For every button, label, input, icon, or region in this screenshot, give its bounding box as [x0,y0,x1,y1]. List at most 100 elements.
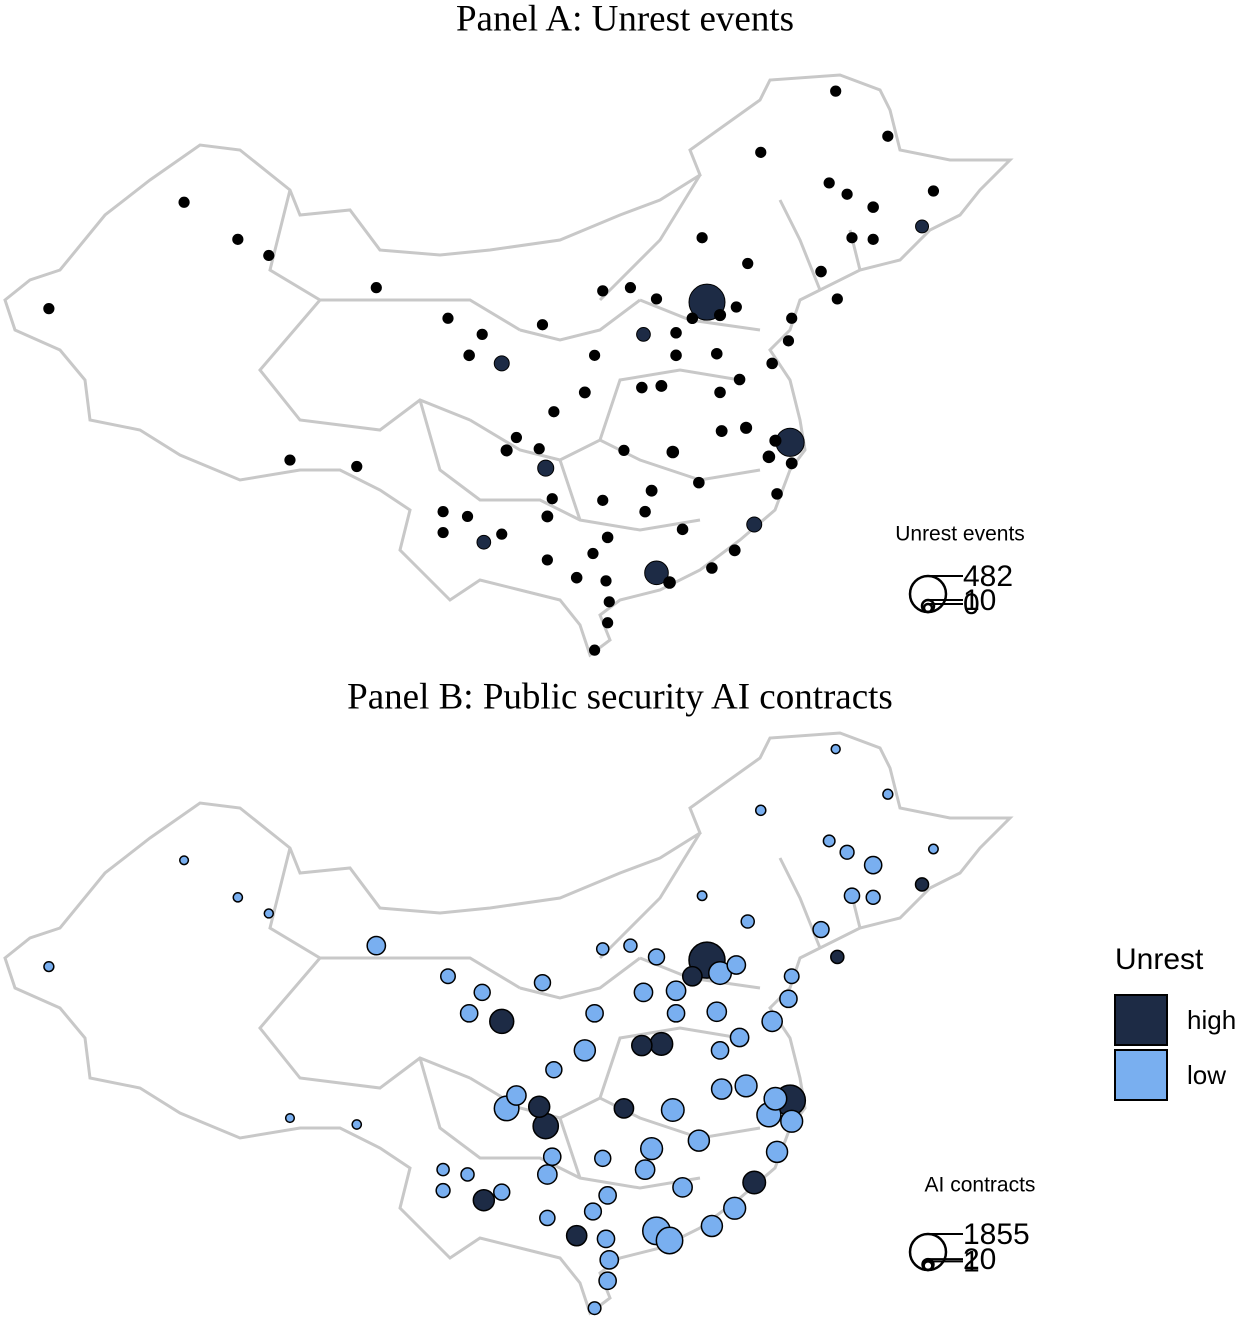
data-point [437,526,449,539]
data-point [463,349,475,362]
data-point [729,1027,750,1048]
data-point [533,443,545,455]
data-point [730,301,742,313]
data-point [599,1249,620,1270]
color-legend-label: high [1187,1005,1236,1035]
data-point [706,1001,728,1023]
data-point [815,265,827,278]
data-point [779,989,798,1009]
data-point [839,844,855,860]
data-point [473,983,491,1002]
data-point [728,544,741,557]
size-legend-circle [908,574,948,614]
data-point [696,232,708,244]
data-point [489,1008,515,1035]
data-point [863,855,883,875]
data-point [740,421,753,434]
data-point [493,355,510,372]
data-point [539,1209,556,1227]
size-legend-label: 0 [963,588,980,621]
data-point [670,349,682,362]
data-point [830,743,841,755]
data-point [548,406,560,418]
data-point [867,201,879,213]
data-point [843,887,861,905]
data-point [681,965,703,987]
data-point [602,617,614,629]
size-legend-title: Unrest events [895,523,1025,546]
data-point [442,312,454,324]
data-point [660,1097,685,1123]
data-point [710,347,723,360]
data-point [830,85,842,97]
data-point [546,493,558,505]
data-point [598,1271,617,1291]
data-point [624,282,637,294]
data-point [746,516,763,533]
data-point [43,303,55,315]
data-point [706,562,718,574]
data-point [500,444,513,457]
data-point [570,571,583,584]
data-point [496,528,508,540]
data-point [506,1085,527,1106]
data-point [573,1039,597,1062]
data-point [780,1109,804,1133]
data-point [636,381,648,394]
data-point [693,476,705,489]
data-point [594,1149,612,1168]
data-point [733,373,746,386]
data-point [588,644,601,656]
data-point [597,285,609,297]
data-point [676,523,689,536]
data-point [510,431,523,444]
data-point [763,1086,788,1111]
data-point [710,1041,730,1060]
data-point [766,357,778,370]
data-point [542,1147,562,1167]
size-legend-label: 20 [963,1243,996,1276]
data-point [740,914,755,929]
data-point [915,219,930,234]
data-point [536,1164,558,1185]
size-legend-circle [908,1232,948,1272]
data-point [366,935,387,956]
data-point [655,380,668,392]
data-point [914,877,930,892]
data-point [588,349,601,361]
data-point [644,560,669,586]
data-point [583,1202,603,1221]
data-point [633,982,654,1003]
data-point [634,1159,656,1180]
data-point [715,425,728,437]
data-point [461,510,474,523]
data-point [686,312,699,325]
data-point [536,319,549,331]
data-point [232,233,244,245]
color-legend-title: Unrest [1115,943,1204,976]
data-point [830,949,845,965]
data-point [436,1162,450,1177]
data-point [649,1031,674,1056]
data-point [782,335,795,347]
data-point [927,185,940,197]
data-point [179,855,190,866]
data-point [723,1196,747,1220]
data-point [927,843,939,855]
data-point [647,948,666,966]
data-point [284,454,296,466]
data-point [585,1003,604,1023]
data-point [714,386,726,399]
data-point [765,1140,789,1164]
color-legend-label: low [1187,1060,1226,1090]
data-point [232,892,244,903]
data-point [631,1034,653,1057]
data-point [710,1078,733,1100]
data-point [600,575,612,587]
data-point [687,1129,711,1152]
data-point [351,1119,363,1130]
data-point [650,293,663,305]
data-point [578,386,591,399]
data-point [476,328,488,340]
